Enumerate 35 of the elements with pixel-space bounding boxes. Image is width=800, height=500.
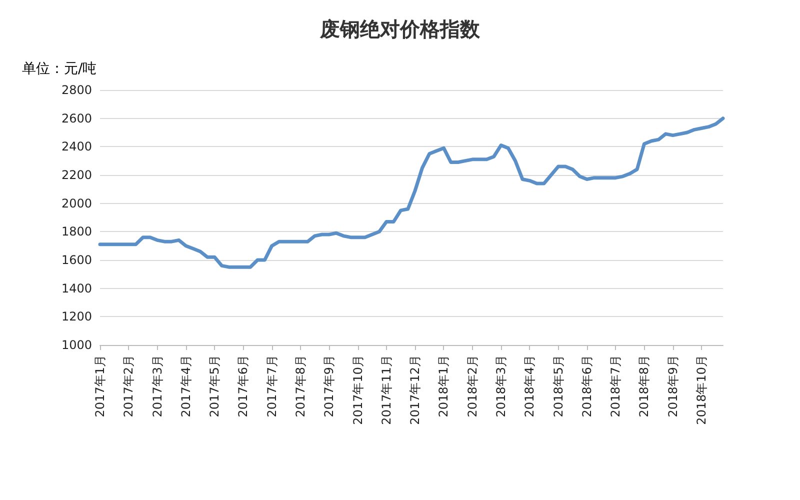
x-tick-label: 2018年10月	[694, 355, 709, 425]
x-tick-label: 2018年7月	[608, 355, 623, 418]
y-tick-label: 2800	[61, 83, 92, 97]
x-tick-label: 2018年2月	[465, 355, 480, 418]
line-series	[98, 116, 725, 269]
x-tick-label: 2018年5月	[551, 355, 566, 418]
x-tick-label: 2017年11月	[379, 355, 394, 425]
y-tick-label: 2400	[61, 140, 92, 154]
x-tick-label: 2018年8月	[637, 355, 652, 418]
x-tick-label: 2018年6月	[580, 355, 594, 418]
y-tick-label: 2200	[61, 168, 92, 182]
x-tick-label: 2017年1月	[93, 355, 107, 418]
x-tick-label: 2017年3月	[150, 355, 164, 418]
x-tick-label: 2017年6月	[236, 355, 250, 418]
x-tick-label: 2017年8月	[294, 355, 308, 418]
x-tick-label: 2017年2月	[122, 355, 136, 418]
x-tick-label: 2017年5月	[208, 355, 222, 418]
y-tick-label: 1400	[61, 281, 92, 296]
x-tick-label: 2017年12月	[408, 355, 422, 425]
y-tick-label: 1600	[61, 253, 92, 267]
x-tick-label: 2017年9月	[322, 355, 336, 418]
y-tick-label: 1800	[61, 224, 92, 239]
y-axis-title: 单位：元/吨	[22, 61, 97, 77]
y-tick-label: 1200	[61, 310, 92, 324]
x-tick-label: 2018年4月	[522, 355, 537, 418]
y-tick-label: 1000	[61, 338, 92, 352]
x-tick-label: 2018年1月	[436, 355, 451, 418]
x-tick-label: 2017年4月	[178, 355, 193, 418]
y-tick-label: 2600	[61, 111, 92, 126]
x-tick-label: 2018年9月	[666, 355, 680, 418]
x-tick-label: 2017年10月	[350, 355, 365, 425]
x-tick-label: 2018年3月	[494, 355, 508, 418]
y-tick-label: 2000	[61, 196, 92, 210]
x-tick-label: 2017年7月	[264, 355, 279, 418]
chart-title: 废钢绝对价格指数	[319, 17, 481, 41]
